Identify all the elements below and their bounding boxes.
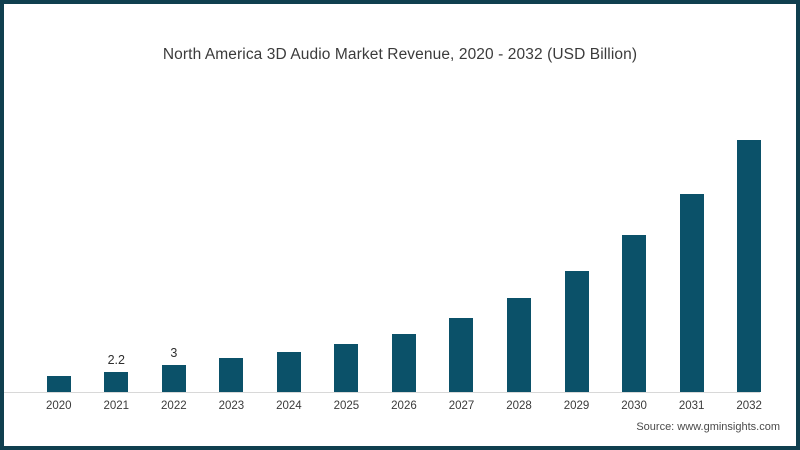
bar — [679, 194, 704, 392]
x-axis-tick-labels: 2020 2021 2022 2023 2024 2025 2026 2027 2028 2029… — [30, 400, 778, 412]
x-axis-label: 2020 — [45, 400, 72, 412]
bar-group — [260, 104, 318, 392]
bar — [334, 344, 359, 392]
x-axis-label: 2027 — [448, 400, 475, 412]
bar — [219, 357, 244, 392]
bar-group — [375, 104, 433, 392]
x-axis-line — [4, 392, 760, 393]
bar-value-label: 2.2 — [107, 353, 125, 368]
bar-group — [490, 104, 548, 392]
bar — [622, 234, 647, 392]
bar — [564, 270, 589, 392]
x-axis-label: 2031 — [678, 400, 705, 412]
x-axis-label: 2029 — [563, 400, 590, 412]
bar-group — [548, 104, 606, 392]
bar-group — [433, 104, 491, 392]
bar-group — [720, 104, 778, 392]
plot-area: 2.2 3 — [30, 104, 778, 392]
x-axis-label: 2025 — [333, 400, 360, 412]
bar-group — [203, 104, 261, 392]
x-axis-label: 2024 — [276, 400, 302, 412]
x-axis-label: 2026 — [391, 400, 417, 412]
bar-value-label: 3 — [170, 346, 178, 360]
bar-group — [663, 104, 721, 392]
x-axis-label: 2028 — [506, 400, 532, 412]
bar-series: 2.2 3 — [30, 104, 778, 392]
bar-group: 2.2 — [88, 104, 146, 392]
x-axis-label: 2022 — [161, 400, 187, 412]
x-axis-label: 2032 — [736, 400, 762, 412]
x-axis-label: 2030 — [621, 400, 647, 412]
bar — [46, 375, 71, 392]
bar — [161, 365, 186, 392]
bar-group — [318, 104, 376, 392]
bar — [391, 334, 416, 392]
chart-title: North America 3D Audio Market Revenue, 2… — [162, 46, 638, 63]
bar-group: 3 — [145, 104, 203, 392]
source-attribution: Source: www.gminsights.com — [636, 421, 780, 433]
bar — [449, 318, 474, 392]
bar-group — [605, 104, 663, 392]
bar — [507, 297, 532, 392]
bar-group — [30, 104, 88, 392]
bar — [104, 372, 129, 392]
x-axis-label: 2021 — [103, 400, 130, 412]
bar — [737, 140, 762, 392]
bar — [276, 352, 301, 392]
x-axis-label: 2023 — [218, 400, 245, 412]
